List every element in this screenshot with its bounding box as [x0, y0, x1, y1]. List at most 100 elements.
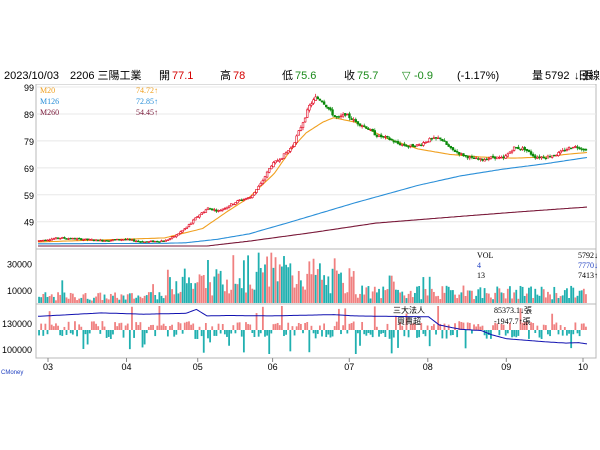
volume-bar — [188, 277, 190, 303]
volume-bar — [498, 288, 501, 303]
candle — [191, 218, 195, 225]
candle — [546, 154, 550, 159]
volume-bar — [283, 256, 285, 303]
candle-body — [230, 203, 233, 207]
volume-bar — [38, 296, 40, 303]
candle — [187, 223, 191, 228]
candle — [99, 238, 102, 242]
candle — [477, 156, 480, 161]
volume-bar — [232, 255, 235, 303]
institutional-bar — [331, 330, 334, 337]
volume-bar — [156, 299, 159, 303]
candle-body — [84, 238, 87, 241]
institutional-bar — [519, 308, 522, 330]
institutional-bar — [169, 325, 171, 330]
institutional-bar — [549, 330, 551, 337]
candle — [265, 170, 269, 179]
volume-bar — [221, 284, 224, 303]
candle-body — [44, 239, 47, 242]
candle-body — [443, 140, 446, 142]
institutional-bar — [177, 322, 180, 330]
candle — [58, 237, 62, 240]
stock-name[interactable]: 2206 三陽工業 — [70, 70, 142, 82]
institutional-bar — [557, 330, 560, 335]
institutional-bar — [585, 326, 587, 330]
candle-body — [491, 155, 495, 158]
volume-bar — [515, 289, 518, 303]
volume-bar — [483, 288, 486, 303]
candle-body — [94, 239, 98, 241]
institutional-bar — [122, 330, 125, 338]
x-tick-label: 09 — [501, 362, 511, 372]
institutional-bar — [485, 330, 488, 339]
institutional-bar — [192, 323, 195, 330]
candle — [94, 239, 98, 242]
candle — [314, 93, 317, 101]
candle — [103, 240, 106, 242]
candle — [502, 154, 505, 161]
candle — [426, 141, 429, 143]
candle — [320, 100, 324, 103]
candle-body — [139, 241, 142, 243]
candle-body — [529, 151, 533, 155]
volume-bar — [289, 263, 292, 303]
period-label[interactable]: 日線 — [578, 68, 600, 84]
volume-bar — [435, 296, 437, 303]
institutional-tick-label: 100000 — [2, 345, 32, 355]
institutional-bar — [211, 326, 214, 330]
candle-body — [187, 224, 191, 228]
institutional-bar — [109, 330, 112, 339]
candle-body — [531, 153, 535, 157]
volume-bar — [112, 295, 114, 303]
volume-bar — [395, 289, 397, 303]
volume-bar — [544, 297, 547, 303]
volume-bar — [441, 286, 444, 303]
institutional-bar — [373, 306, 376, 330]
institutional-bar — [356, 330, 359, 334]
candle — [310, 101, 313, 108]
candle — [367, 127, 370, 130]
volume-bar — [346, 292, 349, 303]
institutional-bar — [95, 323, 97, 330]
institutional-bar — [521, 322, 524, 330]
institutional-bar — [350, 323, 353, 330]
volume-bar — [116, 297, 119, 303]
institutional-bar — [506, 330, 509, 334]
candle — [189, 222, 193, 225]
candle-body — [162, 240, 165, 242]
candle-body — [405, 144, 408, 147]
x-tick-label: 07 — [344, 362, 354, 372]
volume-bar — [542, 289, 545, 303]
volume-bar — [397, 289, 399, 303]
candle-body — [274, 160, 277, 164]
candle — [88, 238, 91, 241]
candle-body — [118, 239, 121, 241]
institutional-value1: 85373.1↓張 — [494, 306, 532, 315]
candle-body — [356, 121, 360, 125]
candle-body — [208, 208, 212, 210]
institutional-bar — [312, 330, 315, 334]
volume-bar — [525, 293, 528, 303]
institutional-bar — [270, 330, 273, 334]
candle-body — [430, 138, 434, 140]
institutional-bar — [141, 330, 144, 348]
institutional-bar — [454, 323, 456, 330]
institutional-bar — [223, 330, 226, 335]
volume-bar — [314, 274, 317, 303]
volume-bar — [179, 291, 182, 303]
volume-bar — [162, 298, 165, 303]
institutional-bar — [42, 330, 45, 336]
volume-bar — [207, 260, 209, 303]
candle — [451, 147, 455, 152]
candle-body — [377, 134, 381, 137]
institutional-bar — [80, 326, 83, 330]
candle — [284, 151, 288, 155]
candle — [504, 153, 507, 159]
candle — [101, 239, 104, 242]
candle — [483, 157, 486, 162]
volume-legend-name: VOL — [477, 251, 494, 260]
volume-bar — [55, 300, 57, 303]
candle-body — [225, 206, 229, 210]
volume-bar — [570, 285, 573, 303]
candle-body — [308, 104, 311, 111]
